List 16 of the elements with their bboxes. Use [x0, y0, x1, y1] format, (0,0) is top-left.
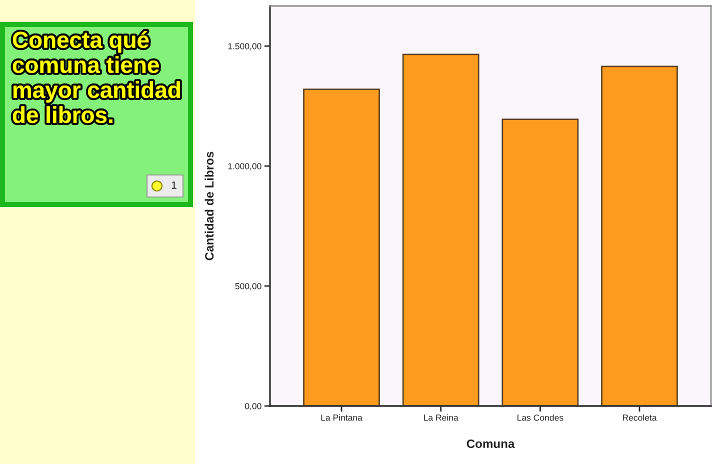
y-tick-label: 500,00	[235, 283, 262, 290]
bar	[402, 54, 480, 406]
bar	[502, 118, 579, 406]
x-axis-title: Comuna	[466, 439, 515, 448]
y-tick-label: 0,00	[244, 403, 262, 410]
y-tick-label: 1.000,00	[228, 163, 262, 170]
y-tick-label: 1.500,00	[228, 43, 262, 50]
bar	[303, 88, 380, 406]
x-tick-label: Las Condes	[518, 414, 564, 421]
text: 1	[172, 182, 176, 189]
x-tick-label: Recoleta	[622, 414, 657, 421]
text: Conecta qué comuna tiene mayor cantidad de libros.	[12, 31, 180, 124]
x-tick-label: La Pintana	[321, 414, 362, 421]
bar	[601, 66, 678, 406]
x-tick-label: La Reina	[424, 414, 458, 421]
y-axis-title: Cantidad de Libros	[204, 152, 214, 260]
